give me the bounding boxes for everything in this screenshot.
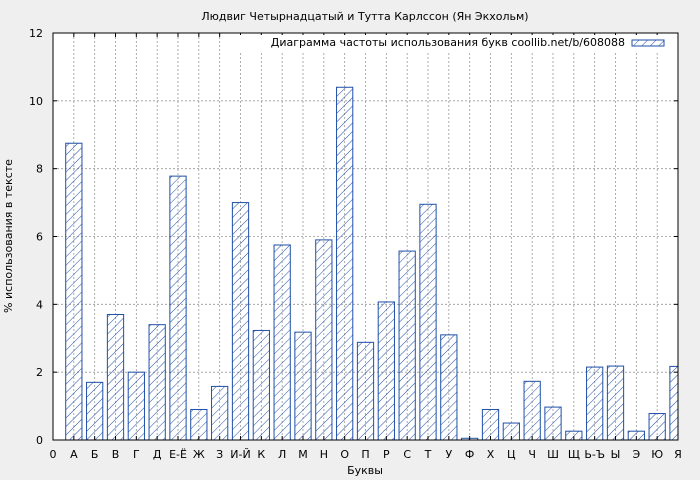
- y-axis: 0 2 4 6 8 10 12: [29, 27, 678, 447]
- bar-6: [169, 175, 187, 441]
- bar-3: [106, 314, 125, 441]
- x-tick-label: Ч: [528, 448, 536, 461]
- x-tick-label: К: [257, 448, 265, 461]
- x-tick-label: Ь-Ъ: [584, 448, 605, 461]
- y-tick-label: 10: [29, 95, 43, 108]
- x-tick-label: Р: [383, 448, 390, 461]
- x-axis: 0 А Б В Г Д Е-Ё Ж З И-Й К Л М Н О П Р С Т У Ф Х Ц Ч Ш Щ Ь-Ъ Ы Э Ю Я: [50, 33, 682, 461]
- x-tick-label: М: [298, 448, 308, 461]
- bar-11: [273, 244, 291, 441]
- bar-7: [190, 408, 208, 441]
- bar-19: [440, 334, 458, 441]
- x-tick-label: П: [361, 448, 369, 461]
- x-tick-label: Ж: [193, 448, 205, 461]
- bar-14: [336, 86, 354, 441]
- x-tick-label: И-Й: [230, 448, 250, 461]
- legend-swatch: [631, 39, 665, 47]
- x-tick-label: О: [340, 448, 349, 461]
- bar-1: [65, 142, 83, 441]
- x-tick-label: Н: [320, 448, 328, 461]
- x-tick-label: Ц: [507, 448, 516, 461]
- x-tick-label: З: [216, 448, 223, 461]
- x-tick-label: Ы: [611, 448, 621, 461]
- bar-13: [315, 239, 333, 441]
- chart-title: Людвиг Четырнадцатый и Тутта Карлссон (Я…: [201, 10, 528, 23]
- bar-27: [606, 365, 625, 441]
- x-tick-label: А: [70, 448, 78, 461]
- x-tick-label: Ф: [465, 448, 474, 461]
- x-tick-label: В: [112, 448, 120, 461]
- bar-30: [669, 365, 679, 441]
- y-tick-label: 12: [29, 27, 43, 40]
- x-tick-label: Ш: [547, 448, 559, 461]
- x-tick-label: Т: [424, 448, 432, 461]
- bar-9: [231, 202, 250, 441]
- x-tick-label: Э: [632, 448, 640, 461]
- bar-2: [86, 381, 104, 441]
- y-tick-label: 0: [36, 434, 43, 447]
- y-tick-label: 8: [36, 163, 43, 176]
- bar-24: [544, 406, 562, 441]
- bar-18: [419, 203, 437, 441]
- y-axis-label: % использования в тексте: [2, 159, 15, 313]
- bar-26: [586, 366, 604, 441]
- bar-23: [523, 380, 541, 441]
- x-tick-label: 0: [50, 448, 57, 461]
- legend-label: Диаграмма частоты использования букв coo…: [271, 36, 625, 49]
- bar-16: [377, 301, 395, 441]
- bar-5: [148, 324, 166, 441]
- x-tick-label: Я: [674, 448, 682, 461]
- bar-21: [481, 408, 500, 441]
- x-tick-label: Щ: [568, 448, 580, 461]
- x-tick-label: Ю: [651, 448, 663, 461]
- legend: Диаграмма частоты использования букв coo…: [240, 35, 673, 51]
- y-tick-label: 4: [36, 298, 43, 311]
- x-tick-label: Д: [153, 448, 162, 461]
- x-tick-label: Х: [487, 448, 495, 461]
- x-tick-label: Е-Ё: [169, 448, 187, 461]
- x-tick-label: Г: [133, 448, 140, 461]
- bar-15: [356, 341, 375, 441]
- legend-box: [240, 35, 673, 51]
- y-tick-label: 6: [36, 231, 43, 244]
- y-tick-label: 2: [36, 366, 43, 379]
- bar-17: [398, 250, 416, 441]
- x-tick-label: Л: [278, 448, 286, 461]
- x-axis-label: Буквы: [347, 464, 383, 477]
- bar-8: [211, 385, 229, 441]
- bar-10: [252, 329, 270, 441]
- bar-4: [127, 371, 145, 441]
- x-tick-label: У: [445, 448, 452, 461]
- x-tick-label: Б: [91, 448, 99, 461]
- bar-12: [294, 331, 312, 441]
- x-tick-label: С: [403, 448, 411, 461]
